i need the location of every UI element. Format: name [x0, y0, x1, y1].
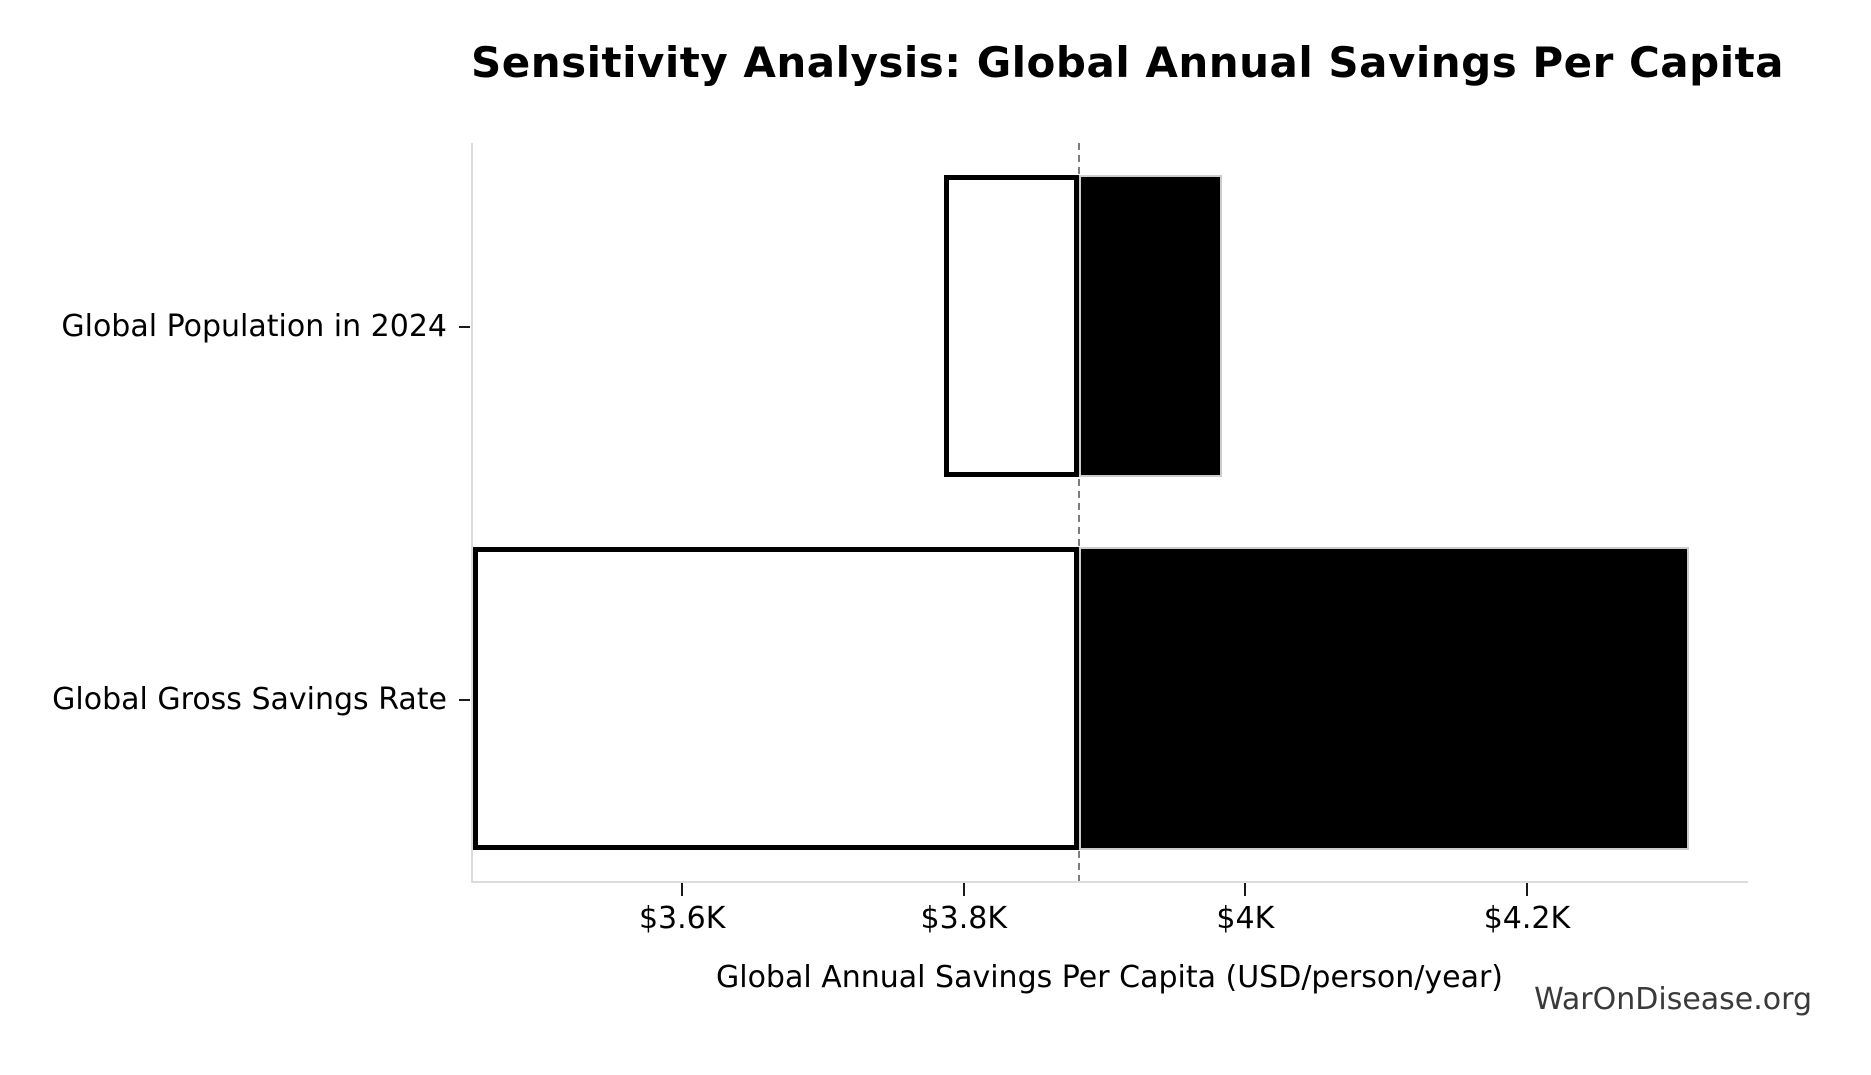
- y-tick-mark: [459, 699, 470, 702]
- x-tick-label: $4.2K: [1483, 901, 1571, 936]
- x-tick-label: $3.8K: [920, 901, 1008, 936]
- chart-title: Sensitivity Analysis: Global Annual Savi…: [471, 38, 1785, 87]
- bar-high-segment: [1078, 174, 1223, 478]
- x-tick-label: $3.6K: [638, 901, 726, 936]
- category-label: Global Population in 2024: [61, 308, 447, 344]
- bar-high-segment: [1078, 547, 1689, 850]
- plot-area: [471, 143, 1748, 883]
- watermark-text: WarOnDisease.org: [1534, 982, 1812, 1017]
- x-tick-mark: [1244, 883, 1247, 896]
- baseline-dashed-line: [1077, 143, 1080, 881]
- y-tick-mark: [459, 325, 470, 328]
- x-tick-mark: [1525, 883, 1528, 896]
- x-tick-mark: [681, 883, 684, 896]
- bar-low-segment: [473, 547, 1079, 850]
- x-tick-mark: [962, 883, 965, 896]
- category-label: Global Gross Savings Rate: [52, 682, 447, 718]
- x-axis-label: Global Annual Savings Per Capita (USD/pe…: [715, 960, 1504, 995]
- bar-low-segment: [943, 174, 1079, 478]
- x-tick-label: $4K: [1216, 901, 1275, 936]
